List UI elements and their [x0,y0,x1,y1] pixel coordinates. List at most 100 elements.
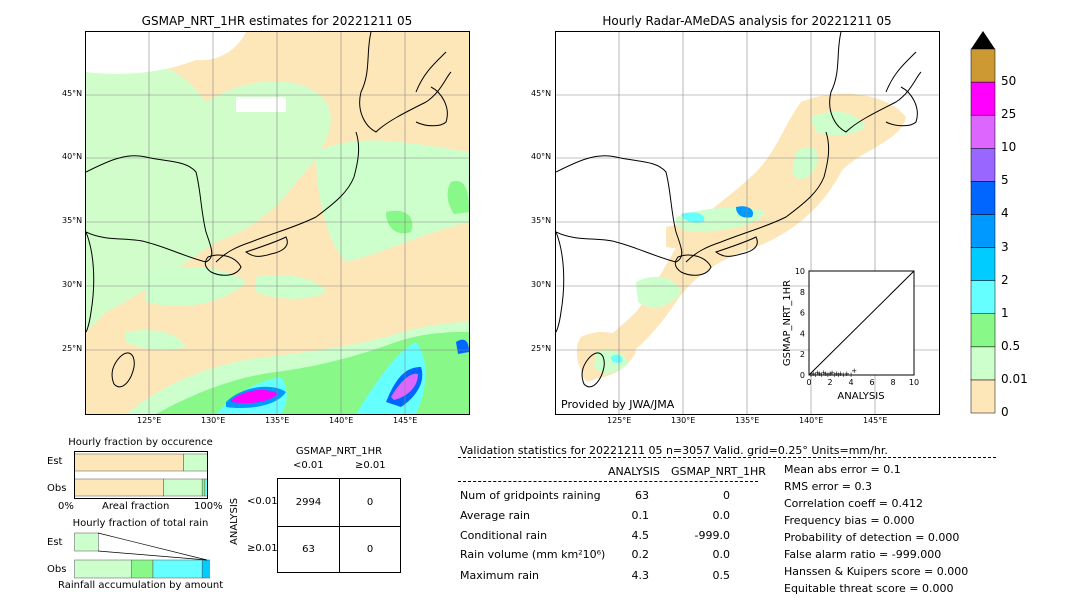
score-line: RMS error = 0.3 [784,480,872,493]
scatter-point: + [844,370,850,378]
fraction-total-chart [74,532,210,579]
right-lat-label: 40°N [531,152,552,161]
scatter-point: + [835,371,841,379]
stat-gsmap: -999.0 [694,529,730,542]
contingency-col-header: GSMAP_NRT_1HR [295,446,383,457]
inset-ytick: 10 [795,267,805,276]
contingency-cell: 0 [366,497,374,508]
right-lat-label: 45°N [531,89,552,98]
inset-xlabel: ANALYSIS [837,391,884,402]
left-lon-label: 130°E [201,416,226,425]
colorbar-tick-label: 2 [1001,272,1009,287]
colorbar-block [970,247,996,281]
scatter-point: + [814,369,820,377]
colorbar-block [970,181,996,215]
fraction-total-footer: Rainfall accumulation by amount [58,580,224,591]
score-line: False alarm ratio = -999.000 [784,548,942,561]
scatter-point: + [848,371,854,379]
colorbar-tick-label: 25 [1001,107,1017,122]
scatter-point: + [823,370,829,378]
right-lon-label: 130°E [671,416,696,425]
contingency-cell: 0 [366,544,374,555]
data-credit: Provided by JWA/JMA [561,398,675,411]
stat-analysis: 0.1 [631,509,650,522]
colorbar [970,31,996,414]
contingency-row-label: <0.01 [247,496,278,507]
stat-label: Num of gridpoints raining [460,489,601,502]
right-lat-label: 25°N [531,344,552,353]
scatter-point: + [841,371,847,379]
total-bar-segment [131,559,154,579]
inset-xtick: 4 [848,378,853,387]
total-bar-segment [74,532,99,552]
tot-row-label-obs: Obs [47,564,67,575]
scatter-point: + [812,371,818,379]
stat-gsmap: 0.5 [712,569,731,582]
stat-analysis: 63 [635,489,649,502]
left-lon-label: 125°E [137,416,162,425]
colorbar-over-arrow [971,31,995,49]
colorbar-block [970,48,996,83]
inset-diagonal [808,270,915,376]
scatter-point: + [817,370,823,378]
tot-row-label-est: Est [47,537,63,548]
occ-row-label-obs: Obs [47,483,67,494]
score-line: Probability of detection = 0.000 [784,531,960,544]
validation-col-gsmap: GSMAP_NRT_1HR [671,465,766,478]
stat-analysis: 4.5 [631,529,650,542]
colorbar-tick-label: 0.01 [1001,371,1028,386]
score-line: Equitable threat score = 0.000 [784,582,954,595]
right-lat-label: 30°N [531,280,552,289]
colorbar-block [970,214,996,248]
inset-xtick: 10 [909,378,919,387]
inset-ytick: 8 [800,288,805,297]
validation-col-analysis: ANALYSIS [608,465,660,478]
stat-analysis: 4.3 [631,569,650,582]
colorbar-block [970,280,996,314]
contingency-cell: 63 [302,544,315,555]
scatter-point: + [825,371,831,379]
left-lat-label: 45°N [62,89,83,98]
occ-axis-right: 100% [194,501,223,512]
occ-axis-left: 0% [58,501,74,512]
left-map: 45°N [85,31,470,415]
stat-gsmap: 0.0 [712,509,731,522]
colorbar-tick-label: 4 [1001,206,1009,221]
left-map-field [86,32,469,414]
occurrence-bar-segment [74,453,184,472]
occurrence-bar-segment [201,478,206,497]
total-bar-segment [201,559,210,579]
colorbar-tick-label: 1 [1001,305,1009,320]
left-map-title: GSMAP_NRT_1HR estimates for 20221211 05 [141,14,413,28]
colorbar-tick-label: 0 [1001,405,1009,419]
occurrence-bar-segment [163,478,203,497]
inset-xtick: 2 [827,378,832,387]
colorbar-block [970,81,996,116]
stat-analysis: 0.2 [631,548,650,561]
colorbar-block [970,379,996,414]
total-connector [97,532,208,561]
inset-xtick: 6 [869,378,874,387]
right-lon-label: 140°E [799,416,824,425]
fraction-total-title: Hourly fraction of total rain [72,518,209,529]
right-lat-label: 35°N [531,216,552,225]
left-lat-label: 30°N [62,280,83,289]
colorbar-block [970,313,996,348]
occ-row-label-est: Est [47,456,63,467]
stat-gsmap: 0.0 [712,548,731,561]
colorbar-block [970,346,996,381]
inset-xtick: 0 [806,378,811,387]
scatter-point: + [829,369,835,377]
colorbar-tick-label: 0.5 [1001,338,1021,353]
contingency-row-label: ≥0.01 [247,543,278,554]
inset-ylabel: GSMAP_NRT_1HR [782,280,793,366]
colorbar-tick-label: 50 [1001,74,1017,89]
contingency-table: 2994 0 63 0 [277,478,401,573]
scatter-point: + [810,370,816,378]
scatter-point: + [819,371,825,379]
scatter-point: + [821,369,827,377]
inset-ytick: 6 [800,309,805,318]
stat-label: Maximum rain [460,569,539,582]
occurrence-bar-segment [183,453,208,472]
scatter-point: + [831,371,837,379]
